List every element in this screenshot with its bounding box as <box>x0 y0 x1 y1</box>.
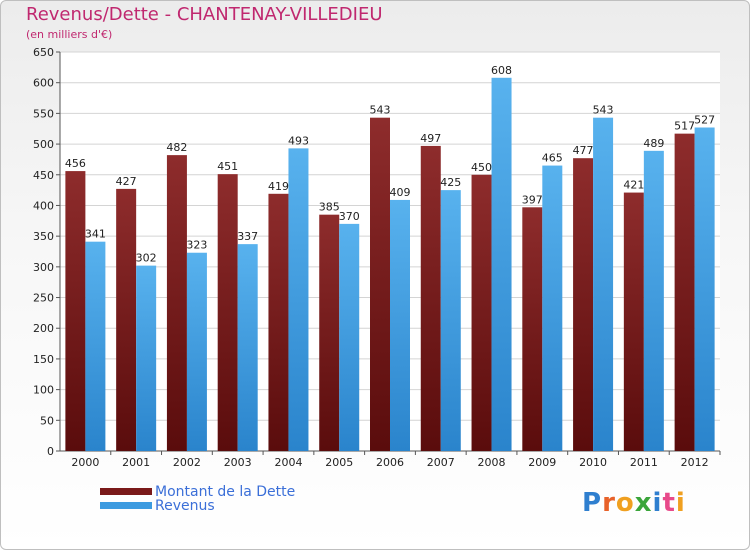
data-label-dette: 451 <box>217 160 238 173</box>
x-tick-label: 2004 <box>274 456 302 469</box>
x-tick-label: 2008 <box>478 456 506 469</box>
x-tick-label: 2007 <box>427 456 455 469</box>
legend-swatch-revenus <box>100 502 152 509</box>
data-label-revenus: 465 <box>542 152 563 165</box>
bar-dette <box>166 155 187 451</box>
legend-swatch-dette <box>100 488 152 495</box>
legend-label-revenus: Revenus <box>155 498 215 514</box>
data-label-dette: 497 <box>420 132 441 145</box>
data-label-revenus: 493 <box>288 134 309 147</box>
bar-dette <box>319 214 340 451</box>
bar-dette <box>522 207 543 451</box>
data-label-dette: 419 <box>268 180 289 193</box>
y-tick-label: 300 <box>33 261 54 274</box>
bar-revenus <box>440 190 461 451</box>
y-tick-label: 650 <box>33 46 54 59</box>
chart-subtitle: (en milliers d'€) <box>26 28 113 41</box>
bar-dette <box>674 133 695 451</box>
bar-dette <box>217 174 238 451</box>
bar-dette <box>268 193 289 451</box>
data-label-dette: 397 <box>522 193 543 206</box>
logo-letter: r <box>602 488 616 518</box>
x-tick-label: 2002 <box>173 456 201 469</box>
bar-revenus <box>136 265 157 451</box>
y-tick-label: 100 <box>33 384 54 397</box>
data-label-revenus: 425 <box>440 176 461 189</box>
data-label-revenus: 323 <box>186 239 207 252</box>
bar-dette <box>623 192 644 451</box>
data-label-dette: 385 <box>319 201 340 214</box>
data-label-dette: 482 <box>166 141 187 154</box>
data-label-revenus: 409 <box>390 186 411 199</box>
y-tick-label: 400 <box>33 199 54 212</box>
logo-letter: i <box>652 488 663 518</box>
bar-revenus <box>288 148 309 451</box>
x-tick-label: 2001 <box>122 456 150 469</box>
data-label-dette: 517 <box>674 120 695 133</box>
bar-dette <box>573 158 594 452</box>
y-tick-label: 600 <box>33 77 54 90</box>
x-tick-label: 2003 <box>224 456 252 469</box>
bar-revenus <box>542 165 563 452</box>
bar-revenus <box>339 223 360 451</box>
logo-letter: P <box>582 488 603 518</box>
data-label-revenus: 302 <box>136 252 157 265</box>
x-tick-label: 2005 <box>325 456 353 469</box>
proxiti-logo: Proxiti <box>582 488 686 518</box>
data-label-revenus: 489 <box>643 137 664 150</box>
logo-letter: i <box>675 488 686 518</box>
bar-revenus <box>390 199 410 451</box>
data-label-revenus: 543 <box>593 104 614 117</box>
y-tick-label: 0 <box>47 445 54 458</box>
y-tick-label: 200 <box>33 322 54 335</box>
data-label-dette: 450 <box>471 161 492 174</box>
bar-dette <box>370 117 390 451</box>
y-tick-label: 550 <box>33 107 54 120</box>
y-tick-label: 150 <box>33 353 54 366</box>
data-label-revenus: 608 <box>491 64 512 77</box>
bar-revenus <box>186 252 207 451</box>
bar-revenus <box>643 150 664 451</box>
x-tick-label: 2010 <box>579 456 607 469</box>
x-tick-label: 2006 <box>376 456 404 469</box>
data-label-revenus: 527 <box>694 114 715 127</box>
legend-label-dette: Montant de la Dette <box>155 484 296 500</box>
data-label-dette: 456 <box>65 157 86 170</box>
bar-revenus <box>237 244 258 451</box>
x-tick-label: 2012 <box>681 456 709 469</box>
y-tick-label: 250 <box>33 292 54 305</box>
bar-dette <box>65 171 86 451</box>
logo-letter: x <box>634 488 653 518</box>
y-tick-label: 450 <box>33 169 54 182</box>
x-tick-label: 2000 <box>71 456 99 469</box>
data-label-dette: 427 <box>116 175 137 188</box>
data-label-dette: 477 <box>573 144 594 157</box>
bar-revenus <box>491 77 512 451</box>
y-tick-label: 500 <box>33 138 54 151</box>
chart-title: Revenus/Dette - CHANTENAY-VILLEDIEU <box>26 4 383 25</box>
x-tick-label: 2011 <box>630 456 658 469</box>
y-tick-label: 350 <box>33 230 54 243</box>
logo-letter: t <box>662 488 676 518</box>
bar-dette <box>116 188 137 451</box>
logo-letter: o <box>615 488 635 518</box>
bar-revenus <box>85 241 106 451</box>
bar-revenus <box>593 117 614 451</box>
data-label-revenus: 341 <box>85 228 106 241</box>
x-tick-label: 2009 <box>528 456 556 469</box>
bar-dette <box>471 174 492 451</box>
y-tick-label: 50 <box>40 414 54 427</box>
bar-revenus <box>694 127 715 451</box>
data-label-revenus: 370 <box>339 210 360 223</box>
data-label-dette: 421 <box>623 179 644 192</box>
bar-dette <box>420 145 441 451</box>
data-label-dette: 543 <box>370 104 391 117</box>
data-label-revenus: 337 <box>237 230 258 243</box>
